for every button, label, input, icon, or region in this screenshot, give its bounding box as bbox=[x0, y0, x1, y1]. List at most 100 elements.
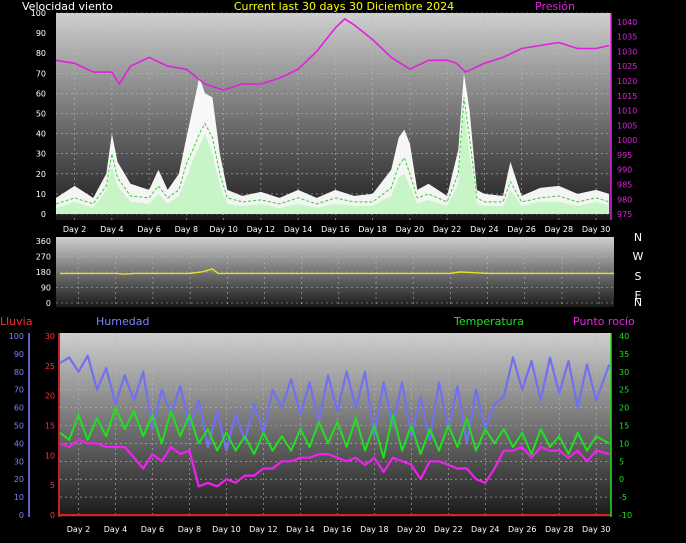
wind-avg-line bbox=[55, 97, 610, 205]
pressure-tick-label: 980 bbox=[617, 195, 632, 204]
x-tick-label: Day 30 bbox=[582, 225, 611, 234]
y-tick-label: 270 bbox=[36, 253, 51, 262]
humidity-tick-label: 80 bbox=[14, 368, 24, 377]
x-tick-label: Day 6 bbox=[137, 225, 160, 234]
humidity-tick-label: 20 bbox=[14, 475, 24, 484]
y-tick-label: 20 bbox=[36, 170, 46, 179]
y-tick-label: 80 bbox=[36, 49, 46, 58]
temperature-tick-label: 20 bbox=[619, 404, 629, 413]
y-tick-label: 180 bbox=[36, 268, 51, 277]
x-tick-label: Day 4 bbox=[104, 525, 127, 534]
x-tick-label: Day 20 bbox=[396, 225, 425, 234]
direction-panel-bg bbox=[56, 237, 614, 307]
x-tick-label: Day 28 bbox=[545, 525, 574, 534]
humidity-tick-label: 40 bbox=[14, 439, 24, 448]
rain-tick-label: 25 bbox=[45, 362, 55, 371]
pressure-tick-label: 1030 bbox=[617, 47, 637, 56]
y-tick-label: 10 bbox=[36, 190, 46, 199]
temperature-tick-label: 30 bbox=[619, 368, 629, 377]
temperature-tick-label: 15 bbox=[619, 422, 629, 431]
x-tick-label: Day 4 bbox=[100, 225, 123, 234]
pressure-tick-label: 1005 bbox=[617, 121, 637, 130]
x-tick-label: Day 16 bbox=[323, 525, 352, 534]
x-tick-label: Day 12 bbox=[249, 525, 278, 534]
y-tick-label: 360 bbox=[36, 237, 51, 246]
compass-letter: E bbox=[635, 289, 642, 302]
wind-panel-axes: 0102030405060708090100975980985990995100… bbox=[31, 9, 638, 234]
humidity-tick-label: 30 bbox=[14, 457, 24, 466]
x-tick-label: Day 8 bbox=[178, 525, 201, 534]
direction-panel-axes: 0 90 180 270 360 bbox=[36, 237, 51, 308]
y-tick-label: 50 bbox=[36, 110, 46, 119]
temperature-tick-label: 40 bbox=[619, 332, 629, 341]
x-tick-label: Day 12 bbox=[247, 225, 276, 234]
compass-letter: N bbox=[634, 231, 642, 244]
x-tick-label: Day 20 bbox=[397, 525, 426, 534]
wind-panel-marks bbox=[55, 17, 610, 214]
temperature-tick-label: 35 bbox=[619, 350, 629, 359]
x-tick-label: Day 18 bbox=[360, 525, 389, 534]
pressure-tick-label: 975 bbox=[617, 210, 632, 219]
x-tick-label: Day 8 bbox=[175, 225, 198, 234]
x-tick-label: Day 26 bbox=[508, 525, 537, 534]
compass-letter: N bbox=[634, 296, 642, 309]
x-tick-label: Day 2 bbox=[63, 225, 86, 234]
temperature-tick-label: -10 bbox=[619, 511, 632, 520]
x-tick-label: Day 22 bbox=[434, 525, 463, 534]
x-tick-label: Day 24 bbox=[471, 525, 500, 534]
x-tick-label: Day 14 bbox=[286, 525, 315, 534]
wind-direction-line bbox=[60, 268, 614, 275]
pressure-tick-label: 985 bbox=[617, 181, 632, 190]
dewpoint-label: Punto rocío bbox=[573, 315, 635, 328]
y-tick-label: 30 bbox=[36, 150, 46, 159]
wind-speed-label: Velocidad viento bbox=[22, 0, 113, 13]
pressure-tick-label: 1035 bbox=[617, 33, 637, 42]
climate-panel-marks bbox=[59, 354, 611, 516]
humidity-tick-label: 100 bbox=[9, 332, 24, 341]
x-tick-label: Day 24 bbox=[470, 225, 499, 234]
pressure-tick-label: 1000 bbox=[617, 136, 637, 145]
humidity-tick-label: 90 bbox=[14, 350, 24, 359]
temperature-tick-label: 5 bbox=[619, 457, 624, 466]
pressure-tick-label: 995 bbox=[617, 151, 632, 160]
humidity-tick-label: 0 bbox=[19, 511, 24, 520]
x-tick-label: Day 30 bbox=[582, 525, 611, 534]
wind-avg-area bbox=[56, 109, 610, 214]
x-tick-label: Day 28 bbox=[545, 225, 574, 234]
humidity-label: Humedad bbox=[96, 315, 149, 328]
x-tick-label: Day 10 bbox=[209, 225, 238, 234]
y-tick-label: 90 bbox=[41, 284, 51, 293]
y-tick-label: 70 bbox=[36, 69, 46, 78]
x-tick-label: Day 26 bbox=[507, 225, 536, 234]
x-tick-label: Day 6 bbox=[141, 525, 164, 534]
dewpoint-line bbox=[59, 438, 610, 488]
rain-tick-label: 15 bbox=[45, 422, 55, 431]
humidity-tick-label: 10 bbox=[14, 493, 24, 502]
y-tick-label: 40 bbox=[36, 130, 46, 139]
direction-panel-marks bbox=[60, 268, 614, 275]
y-tick-label: 0 bbox=[41, 210, 46, 219]
rain-tick-label: 20 bbox=[45, 392, 55, 401]
x-tick-label: Day 22 bbox=[433, 225, 462, 234]
pressure-tick-label: 990 bbox=[617, 166, 632, 175]
rain-tick-label: 30 bbox=[45, 332, 55, 341]
temperature-tick-label: 10 bbox=[619, 439, 629, 448]
y-tick-label: 60 bbox=[36, 89, 46, 98]
compass-letter: S bbox=[635, 270, 642, 283]
humidity-tick-label: 50 bbox=[14, 422, 24, 431]
pressure-tick-label: 1025 bbox=[617, 62, 637, 71]
direction-panel-grid bbox=[56, 237, 614, 307]
x-tick-label: Day 2 bbox=[67, 525, 90, 534]
wind-panel-bg bbox=[56, 13, 611, 220]
rain-tick-label: 0 bbox=[50, 511, 55, 520]
temperature-label: Temperatura bbox=[453, 315, 524, 328]
humidity-tick-label: 60 bbox=[14, 404, 24, 413]
temperature-line bbox=[59, 406, 610, 459]
pressure-tick-label: 1015 bbox=[617, 92, 637, 101]
x-tick-label: Day 18 bbox=[358, 225, 387, 234]
chart-title: Current last 30 days 30 Diciembre 2024 bbox=[234, 0, 454, 13]
x-tick-label: Day 10 bbox=[212, 525, 241, 534]
pressure-tick-label: 1040 bbox=[617, 18, 637, 27]
pressure-tick-label: 1020 bbox=[617, 77, 637, 86]
